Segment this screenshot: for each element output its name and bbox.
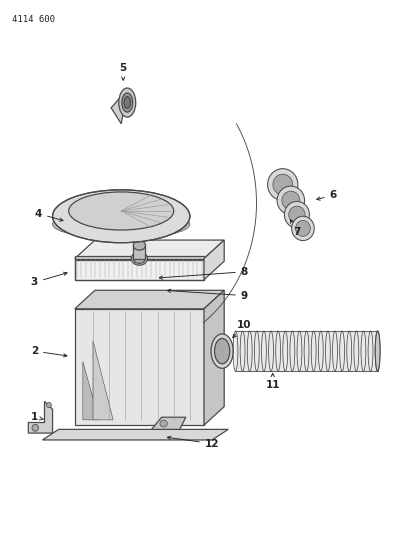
- Ellipse shape: [277, 186, 304, 215]
- Polygon shape: [42, 430, 228, 440]
- Polygon shape: [111, 90, 127, 124]
- Polygon shape: [75, 290, 224, 309]
- Text: 8: 8: [159, 267, 248, 279]
- Bar: [75, 256, 204, 260]
- Ellipse shape: [211, 334, 233, 368]
- Ellipse shape: [282, 191, 300, 209]
- Ellipse shape: [122, 93, 133, 112]
- Text: 12: 12: [167, 436, 220, 449]
- Polygon shape: [204, 290, 224, 425]
- Ellipse shape: [268, 168, 298, 200]
- Ellipse shape: [32, 424, 38, 431]
- Ellipse shape: [69, 192, 174, 230]
- Text: 5: 5: [120, 63, 127, 80]
- Ellipse shape: [119, 88, 136, 117]
- Ellipse shape: [292, 216, 314, 240]
- Bar: [75, 259, 204, 280]
- Text: 4: 4: [35, 208, 63, 221]
- Ellipse shape: [295, 221, 310, 236]
- Ellipse shape: [273, 174, 293, 195]
- Ellipse shape: [375, 331, 380, 371]
- Ellipse shape: [131, 252, 147, 265]
- Text: 1: 1: [31, 412, 44, 422]
- Polygon shape: [83, 362, 99, 420]
- Polygon shape: [75, 240, 224, 259]
- Ellipse shape: [289, 206, 305, 223]
- Ellipse shape: [53, 190, 190, 243]
- Text: 2: 2: [31, 346, 67, 357]
- Polygon shape: [93, 341, 113, 420]
- Ellipse shape: [124, 97, 131, 108]
- Ellipse shape: [160, 420, 167, 427]
- Text: 6: 6: [317, 190, 337, 200]
- Text: 4114 600: 4114 600: [12, 15, 55, 25]
- Ellipse shape: [47, 402, 51, 408]
- Ellipse shape: [53, 209, 190, 239]
- Ellipse shape: [133, 254, 145, 263]
- Text: 11: 11: [265, 374, 280, 391]
- Ellipse shape: [215, 338, 230, 364]
- Polygon shape: [28, 401, 53, 433]
- Ellipse shape: [284, 201, 309, 228]
- Bar: [133, 245, 145, 259]
- Ellipse shape: [133, 240, 145, 250]
- Text: 3: 3: [31, 272, 67, 287]
- Polygon shape: [75, 309, 204, 425]
- Bar: [75, 259, 204, 280]
- Text: 7: 7: [290, 220, 301, 237]
- Text: 10: 10: [233, 320, 252, 338]
- Polygon shape: [204, 240, 224, 280]
- Text: 9: 9: [167, 289, 248, 301]
- Polygon shape: [151, 417, 186, 430]
